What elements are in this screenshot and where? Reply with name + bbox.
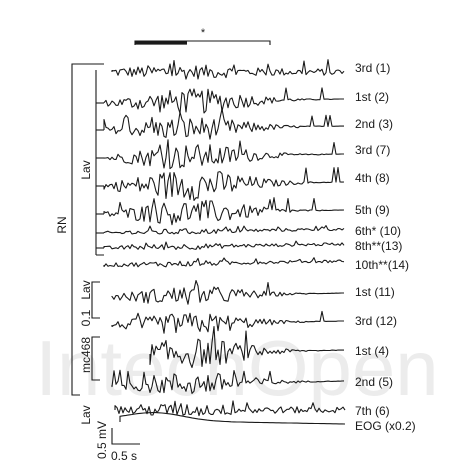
- group-label-mc468: mc468: [79, 337, 93, 373]
- trace-7: [103, 225, 345, 235]
- significance-marker: *: [201, 27, 206, 39]
- trace-9: [103, 257, 345, 268]
- trace-15: [119, 412, 346, 425]
- mc468-bracket: [91, 336, 100, 381]
- trace-label-3: 2nd (3): [355, 117, 393, 131]
- group-label-lav-bottom: Lav: [79, 405, 93, 424]
- trace-label-9: 10th**(14): [355, 258, 409, 272]
- stimulus-bracket-thin: [134, 40, 271, 45]
- trace-label-11: 3rd (12): [355, 314, 397, 328]
- trace-label-4: 3rd (7): [355, 143, 390, 157]
- rn-bracket: [71, 63, 104, 396]
- trace-label-2: 1st (2): [355, 90, 389, 104]
- trace-6: [103, 197, 345, 226]
- trace-label-group: 3rd (1) 1st (2) 2nd (3) 3rd (7) 4th (8) 5th (…: [355, 61, 416, 433]
- group-label-lav-mid: Lav: [79, 280, 93, 299]
- scale-bar-time-label: 0.5 s: [111, 449, 137, 463]
- trace-12: [149, 326, 344, 369]
- trace-11: [111, 310, 344, 334]
- trace-1: [111, 59, 345, 80]
- group-label-rn: RN: [55, 216, 69, 233]
- lav-bracket-mid: [91, 281, 100, 319]
- scale-bar-voltage-label: 0.5 mV: [95, 421, 109, 459]
- trace-13: [111, 369, 345, 394]
- group-label-concentration: 0.1: [79, 309, 93, 326]
- trace-label-12: 1st (4): [355, 344, 389, 358]
- lav-bracket-top: [95, 70, 104, 256]
- trace-group: [96, 59, 346, 425]
- trace-label-10: 1st (11): [355, 285, 395, 299]
- watermark: IntechOpen: [35, 324, 438, 412]
- trace-label-14: 7th (6): [355, 404, 390, 418]
- trace-label-15: EOG (x0.2): [355, 419, 416, 433]
- trace-14: [114, 400, 346, 417]
- trace-label-5: 4th (8): [355, 171, 390, 185]
- group-label-lav: Lav: [79, 160, 93, 179]
- trace-4: [103, 139, 344, 170]
- trace-3: [103, 108, 344, 140]
- trace-2: [103, 87, 344, 114]
- trace-8: [103, 240, 345, 251]
- trace-label-1: 3rd (1): [355, 61, 390, 75]
- trace-10: [111, 279, 344, 305]
- trace-label-13: 2nd (5): [355, 375, 393, 389]
- trace-label-6: 5th (9): [355, 203, 390, 217]
- trace-5: [103, 167, 345, 201]
- scale-bar: [111, 428, 140, 445]
- trace-label-8: 8th**(13): [355, 239, 402, 253]
- trace-label-7: 6th* (10): [355, 224, 401, 238]
